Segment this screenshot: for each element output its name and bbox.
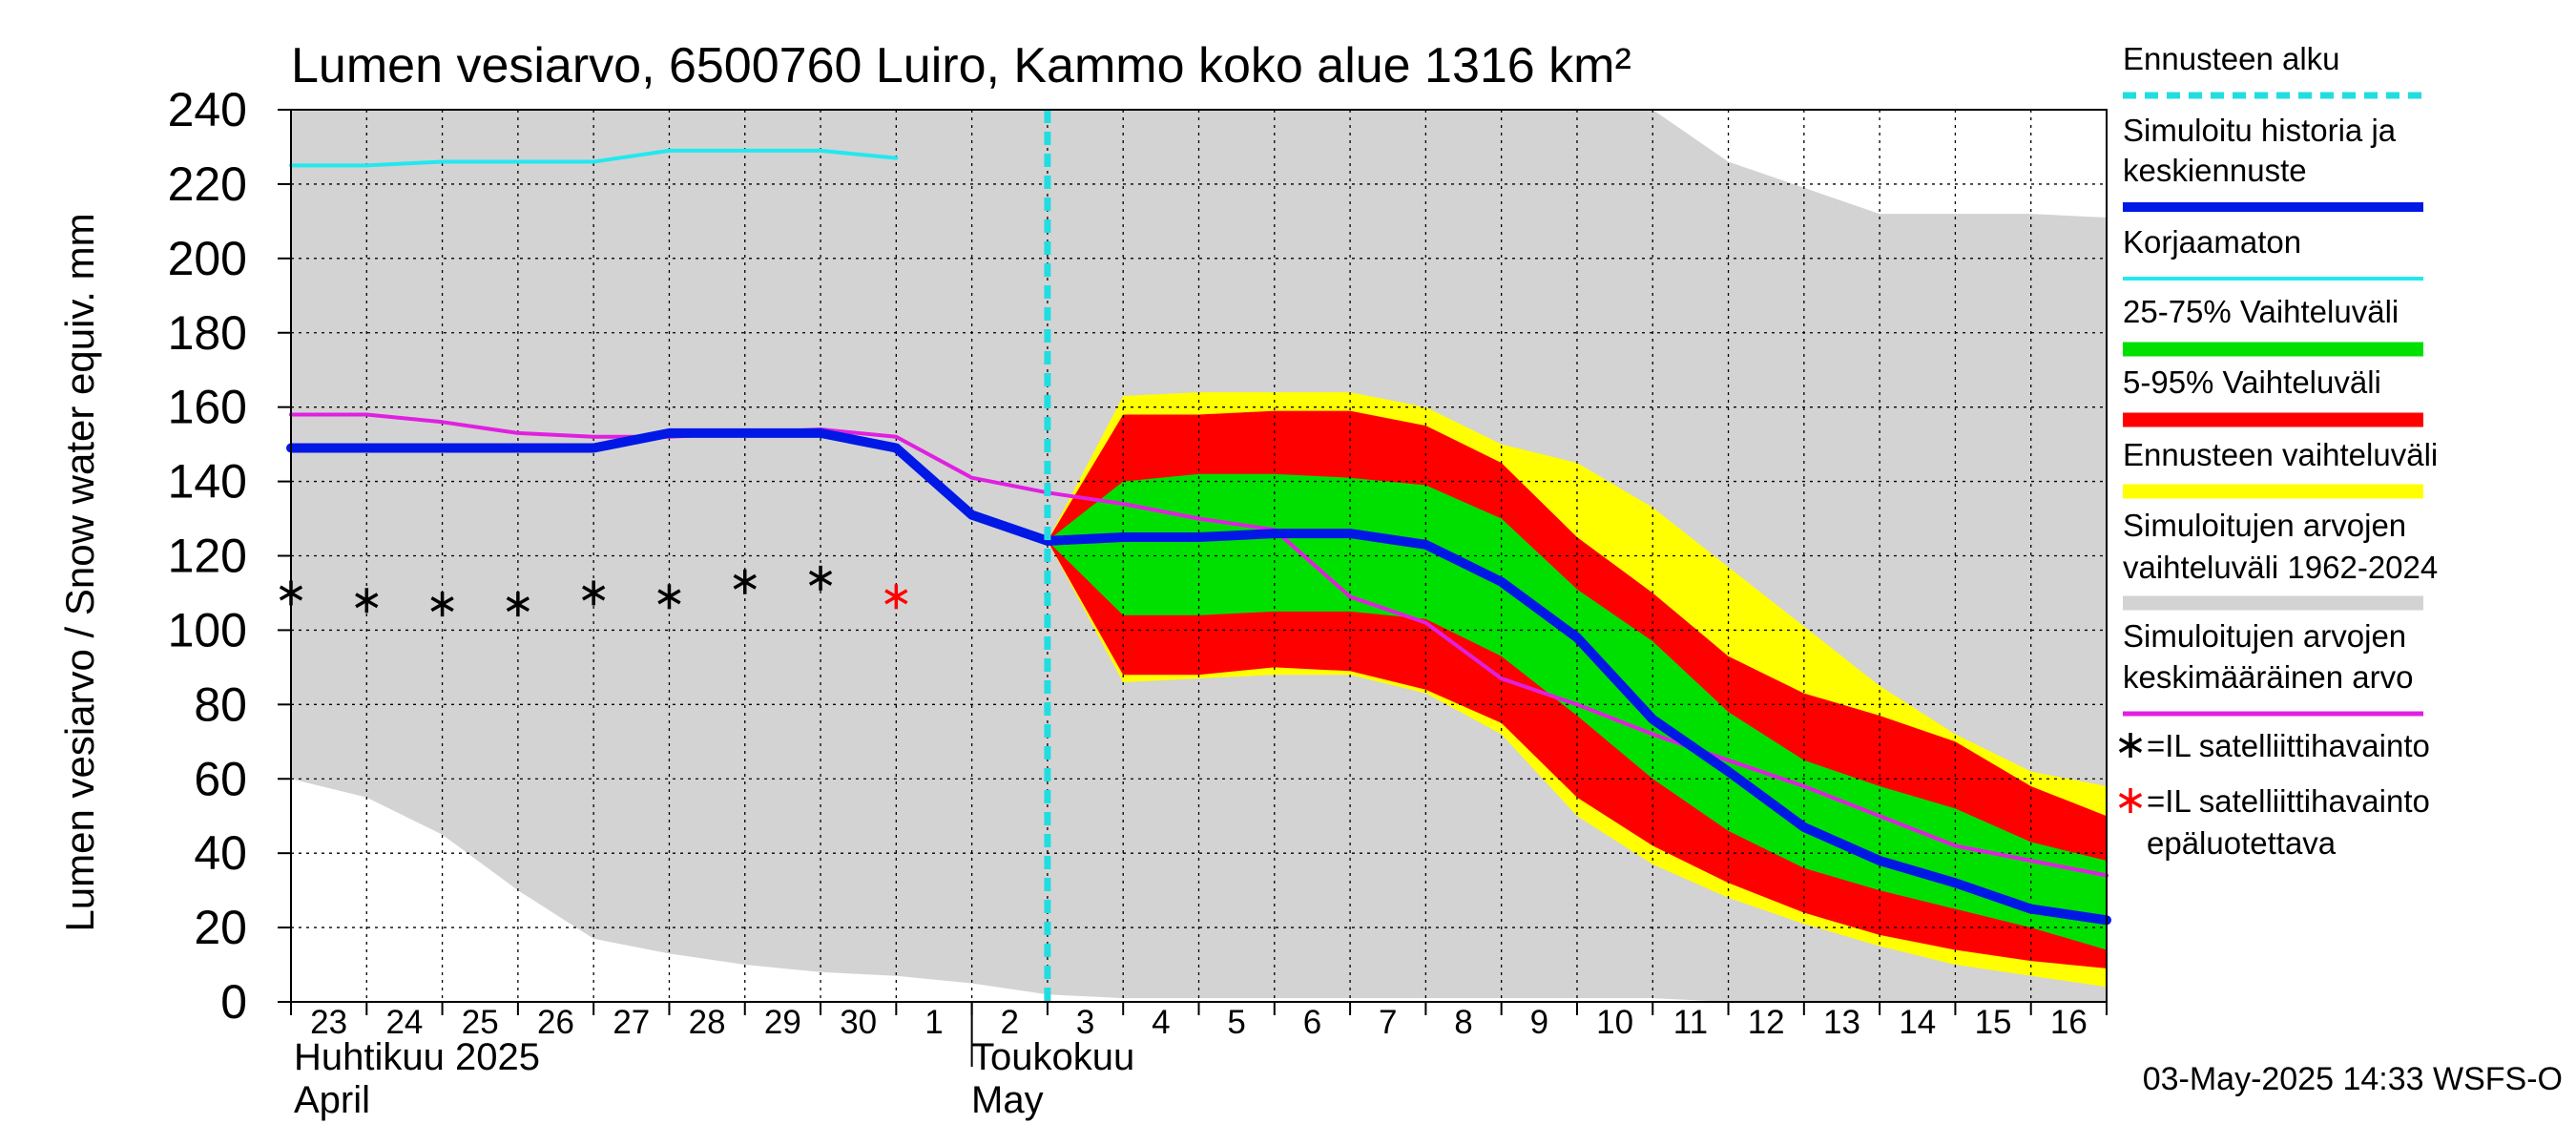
x-tick-label: 27 xyxy=(613,1004,650,1041)
y-axis-label: Lumen vesiarvo / Snow water equiv. mm xyxy=(57,213,102,931)
satellite-obs-marker xyxy=(582,580,606,606)
forecast-bands xyxy=(1047,392,2107,988)
legend-label: Simuloitu historia ja xyxy=(2123,113,2397,148)
series-lines xyxy=(286,148,2111,926)
legend-label: =IL satelliittihavainto xyxy=(2147,783,2430,819)
x-tick-label: 3 xyxy=(1076,1004,1094,1041)
uncorrected-line xyxy=(289,148,899,168)
legend-label: 5-95% Vaihteluväli xyxy=(2123,364,2381,400)
star-stroke xyxy=(884,589,908,605)
star-stroke xyxy=(2118,737,2143,754)
month-label-may-fi: Toukokuu xyxy=(971,1036,1134,1078)
x-tick-label: 23 xyxy=(310,1004,347,1041)
satellite-obs-marker xyxy=(808,565,833,591)
legend-label: keskimääräinen arvo xyxy=(2123,659,2413,695)
x-tick-label: 25 xyxy=(462,1004,499,1041)
legend-label: Simuloitujen arvojen xyxy=(2123,508,2406,543)
satellite-obs-marker xyxy=(506,592,530,617)
star-stroke xyxy=(657,589,681,605)
legend-label: Ennusteen vaihteluväli xyxy=(2123,437,2438,472)
timestamp: 03-May-2025 14:33 WSFS-O xyxy=(2143,1061,2563,1097)
legend-label: Ennusteen alku xyxy=(2123,41,2340,76)
y-tick-label: 20 xyxy=(194,901,247,954)
y-tick-label: 220 xyxy=(168,157,247,211)
x-tick-label: 4 xyxy=(1152,1004,1170,1041)
y-tick-label: 180 xyxy=(168,306,247,360)
legend-label: =IL satelliittihavainto xyxy=(2147,728,2430,763)
y-tick-label: 140 xyxy=(168,455,247,509)
legend-label: 25-75% Vaihteluväli xyxy=(2123,294,2399,329)
x-tick-label: 30 xyxy=(840,1004,877,1041)
star-stroke xyxy=(506,596,530,613)
star-stroke xyxy=(430,596,454,613)
legend-label: Simuloitujen arvojen xyxy=(2123,618,2406,654)
x-tick-label: 7 xyxy=(1379,1004,1397,1041)
x-tick-label: 1 xyxy=(924,1004,943,1041)
satellite-obs-marker xyxy=(355,588,379,614)
x-axis: 23 24 25 26 27 28 29 30 1 2 3 4 5 6 7 8 9 10 11 12 13 14 15 16 xyxy=(290,1002,2108,1067)
y-tick-label: 240 xyxy=(168,83,247,136)
y-tick-label: 60 xyxy=(194,752,247,805)
y-tick-label: 100 xyxy=(168,603,247,656)
grid-lines xyxy=(291,110,2107,1002)
x-tick-label: 24 xyxy=(385,1004,423,1041)
x-tick-label: 11 xyxy=(1673,1004,1708,1041)
x-tick-label: 6 xyxy=(1303,1004,1321,1041)
x-tick-label: 5 xyxy=(1227,1004,1245,1041)
legend-label: Korjaamaton xyxy=(2123,224,2301,260)
legend-obs-marker xyxy=(2118,733,2143,758)
legend: Ennusteen alku Simuloitu historia ja keski… xyxy=(2118,41,2438,861)
legend-obs_unreliable-marker xyxy=(2118,788,2143,813)
x-tick-label: 26 xyxy=(537,1004,574,1041)
historical-mean-line xyxy=(289,412,2109,878)
legend-label: epäluotettava xyxy=(2147,825,2337,861)
satellite-obs-unreliable-marker xyxy=(884,584,908,610)
y-tick-label: 0 xyxy=(220,975,247,1029)
legend-label: vaihteluväli 1962-2024 xyxy=(2123,550,2438,585)
x-tick-label: 12 xyxy=(1748,1004,1785,1041)
y-tick-label: 40 xyxy=(194,826,247,880)
star-stroke xyxy=(733,573,757,590)
month-label-may-en: May xyxy=(971,1079,1044,1121)
x-tick-label: 9 xyxy=(1530,1004,1548,1041)
satellite-obs-marker xyxy=(657,584,681,610)
star-stroke xyxy=(582,585,606,601)
x-tick-label: 8 xyxy=(1454,1004,1472,1041)
x-tick-label: 2 xyxy=(1001,1004,1019,1041)
x-tick-label: 13 xyxy=(1823,1004,1860,1041)
x-tick-label: 10 xyxy=(1596,1004,1633,1041)
x-tick-label: 14 xyxy=(1899,1004,1936,1041)
month-label-april-fi: Huhtikuu 2025 xyxy=(294,1036,540,1078)
range-25-75-area xyxy=(1047,473,2107,950)
x-tick-label: 15 xyxy=(1975,1004,2012,1041)
month-label-april-en: April xyxy=(294,1079,370,1121)
legend-label: keskiennuste xyxy=(2123,153,2307,188)
satellite-obs-marker xyxy=(733,569,757,594)
simulated-forecast-line xyxy=(286,427,2111,926)
star-stroke xyxy=(808,570,833,586)
x-tick-label: 16 xyxy=(2050,1004,2088,1041)
y-tick-label: 200 xyxy=(168,232,247,285)
chart-title: Lumen vesiarvo, 6500760 Luiro, Kammo kok… xyxy=(291,38,1631,94)
x-tick-label: 28 xyxy=(689,1004,726,1041)
y-tick-label: 160 xyxy=(168,381,247,434)
y-tick-label: 80 xyxy=(194,677,247,731)
satellite-obs-marker xyxy=(430,592,454,617)
x-tick-label: 29 xyxy=(764,1004,801,1041)
star-stroke xyxy=(355,593,379,609)
y-axis: 0 20 40 60 80 100 120 140 160 180 200 220 240 xyxy=(168,83,291,1029)
y-tick-label: 120 xyxy=(168,530,247,583)
star-stroke xyxy=(2118,792,2143,809)
